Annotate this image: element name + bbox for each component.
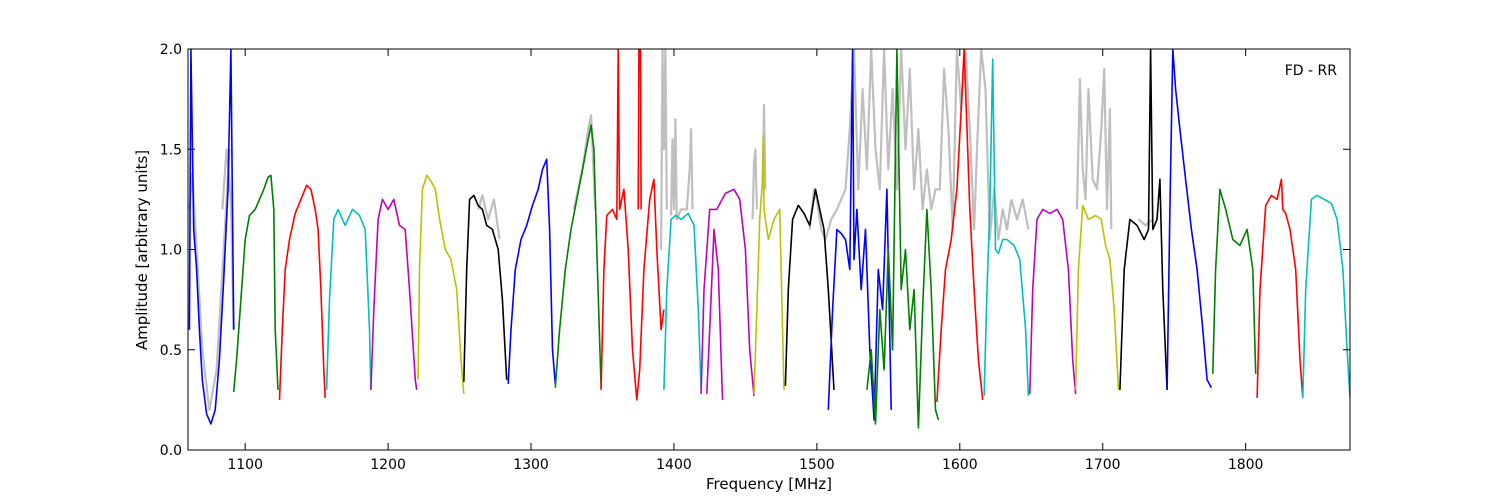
background-trace-2	[477, 194, 501, 240]
series-line-21	[1074, 204, 1120, 390]
series-line-12	[700, 188, 755, 396]
background-trace-8	[808, 49, 1013, 241]
series-line-10	[637, 49, 642, 210]
x-tick-label: 1400	[656, 457, 692, 473]
series-line-3	[325, 208, 372, 390]
series-line-22	[1119, 49, 1168, 390]
y-tick-label: 1.5	[160, 142, 182, 158]
series-line-4	[370, 198, 418, 391]
background-trace-9	[1010, 198, 1030, 230]
series-line-20	[1029, 208, 1077, 394]
series-line-14	[753, 134, 785, 394]
series-line-13	[706, 228, 724, 400]
series-layer	[188, 49, 1350, 429]
x-tick-label: 1100	[227, 457, 263, 473]
series-line-7	[507, 158, 557, 384]
ticks-layer: 1100 1200 1300 1400 1500 1600 1700 1800 0.0 0.5 1.…	[160, 42, 1350, 473]
background-trace-10	[1075, 67, 1113, 230]
y-axis-label: Amplitude [arbitrary units]	[133, 150, 151, 350]
series-line-17	[866, 49, 940, 429]
x-tick-label: 1200	[370, 457, 406, 473]
background-trace-6	[751, 148, 758, 220]
series-line-8	[554, 124, 602, 388]
series-line-5	[417, 174, 465, 394]
series-line-1	[232, 174, 279, 392]
x-tick-label: 1300	[513, 457, 549, 473]
series-line-19	[983, 58, 1030, 396]
background-trace-11	[1137, 218, 1154, 227]
x-axis-label: Frequency [MHz]	[706, 475, 832, 493]
series-line-25	[1256, 178, 1304, 398]
series-line-24	[1212, 188, 1257, 374]
series-line-6	[463, 194, 508, 382]
series-line-26	[1302, 194, 1350, 398]
background-trace-4	[660, 49, 668, 250]
series-line-15	[784, 188, 835, 390]
panel-annotation: FD - RR	[1285, 63, 1338, 79]
series-line-16	[827, 49, 892, 421]
y-tick-label: 0.5	[160, 343, 182, 359]
x-tick-label: 1800	[1228, 457, 1264, 473]
x-tick-label: 1500	[799, 457, 835, 473]
series-line-2	[278, 184, 326, 400]
background-trace-5	[670, 118, 694, 221]
series-line-9	[600, 49, 665, 401]
series-line-0	[188, 49, 235, 425]
x-tick-label: 1600	[942, 457, 978, 473]
series-line-23	[1166, 49, 1213, 390]
series-line-11	[663, 212, 702, 390]
y-tick-label: 0.0	[160, 443, 182, 459]
y-tick-label: 1.0	[160, 243, 182, 259]
series-line-18	[936, 49, 984, 402]
x-tick-label: 1700	[1085, 457, 1121, 473]
y-tick-label: 2.0	[160, 42, 182, 58]
